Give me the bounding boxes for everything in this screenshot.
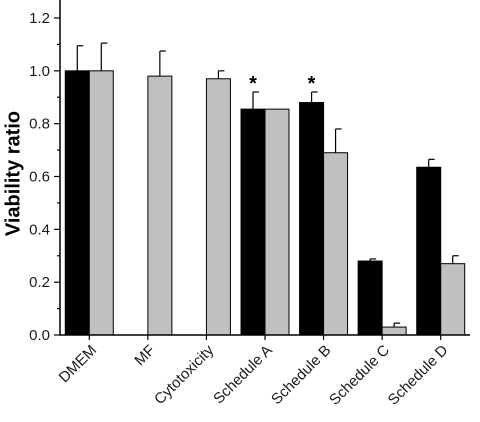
annotations-layer: * * [249,73,316,95]
bar-schedule-b-series-2 [323,152,349,336]
bar-dmem-series-2 [88,70,114,336]
y-tick-label: 1.0 [29,63,50,80]
bar-schedule-b-series-1 [299,102,325,336]
bar-cytotoxicity-series-2 [205,78,231,336]
y-tick-label: 0.8 [29,116,50,133]
y-tick-label: 1.2 [29,10,50,27]
y-tick-label: 0.0 [29,327,50,344]
bar-schedule-a-series-2 [264,108,290,336]
x-category-label: MF [131,342,158,369]
bar-schedule-a-series-1 [240,108,266,336]
significance-marker: * [308,73,316,95]
significance-marker: * [249,73,257,95]
x-category-label: Schedule C [326,342,393,409]
bar-schedule-c-series-2 [381,326,407,336]
y-tick-label: 0.4 [29,221,50,238]
bar-dmem-series-1 [64,70,90,336]
x-category-label: Cytotoxicity [151,341,218,408]
y-axis-label: Viability ratio [2,111,24,236]
x-category-label: Schedule D [385,342,452,409]
bar-schedule-d-series-2 [440,263,466,336]
bar-schedule-d-series-1 [416,166,442,336]
x-category-label: Schedule B [268,342,334,408]
bars-layer [64,70,466,336]
x-category-label: Schedule A [210,342,276,408]
y-ticks-layer: 0.0 0.2 0.4 0.6 0.8 1.0 1.2 [29,10,60,344]
error-bars-layer [76,42,459,328]
bar-schedule-c-series-1 [357,260,383,336]
bar-mf-series-2 [147,75,173,336]
y-tick-label: 0.6 [29,169,50,186]
x-category-label: DMEM [56,342,100,386]
y-tick-label: 0.2 [29,274,50,291]
